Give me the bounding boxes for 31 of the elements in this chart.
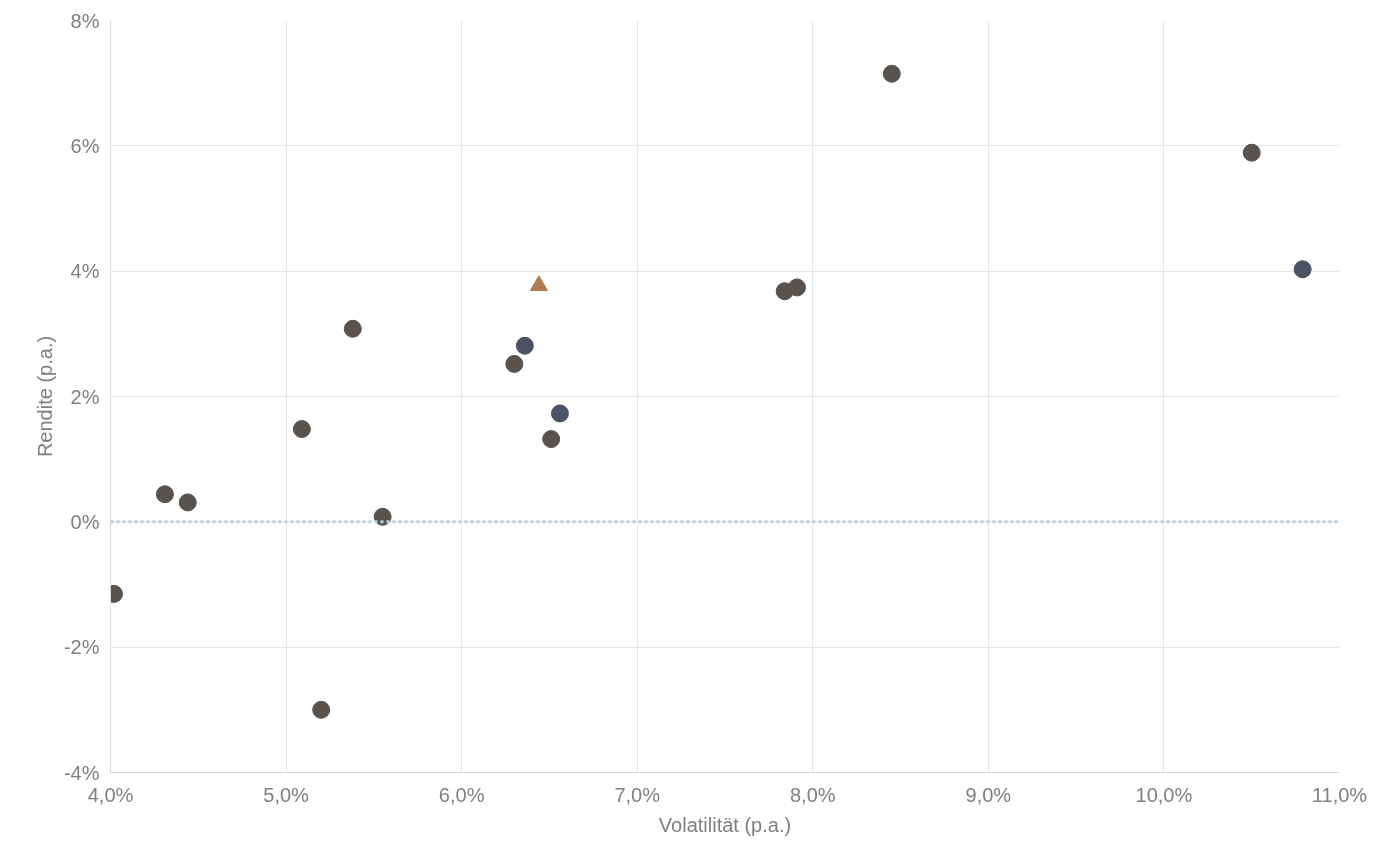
y-tick-label: -4%	[63, 761, 100, 784]
x-axis-title: Volatilität (p.a.)	[658, 813, 792, 836]
point	[882, 64, 901, 83]
point	[1293, 260, 1312, 279]
y-tick-label: 4%	[70, 260, 100, 283]
point	[1242, 143, 1261, 162]
point	[550, 404, 569, 423]
point	[787, 278, 806, 297]
point	[312, 700, 331, 719]
y-tick-label: 8%	[70, 9, 100, 32]
point	[292, 420, 311, 439]
x-tick-label: 10,0%	[1135, 783, 1193, 806]
x-tick-label: 4,0%	[87, 783, 134, 806]
point	[343, 319, 362, 338]
point	[515, 336, 534, 355]
x-tick-label: 9,0%	[965, 783, 1012, 806]
y-tick-label: 2%	[70, 385, 100, 408]
point	[542, 430, 561, 449]
x-tick-label: 7,0%	[614, 783, 661, 806]
x-tick-label: 11,0%	[1311, 783, 1368, 806]
y-tick-label: 0%	[70, 510, 100, 533]
x-tick-label: 6,0%	[438, 783, 485, 806]
x-tick-label: 8,0%	[789, 783, 836, 806]
y-tick-label: -2%	[63, 636, 100, 659]
point	[373, 507, 392, 526]
point	[155, 485, 174, 504]
point	[178, 493, 197, 512]
x-tick-label: 5,0%	[263, 783, 310, 806]
y-tick-label: 6%	[70, 134, 100, 157]
point	[505, 354, 524, 373]
y-axis-title: Rendite (p.a.)	[33, 335, 56, 458]
